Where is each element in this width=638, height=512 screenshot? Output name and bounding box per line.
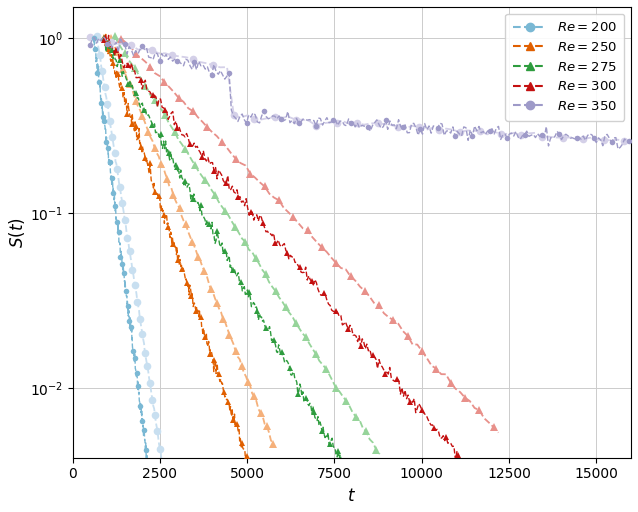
Y-axis label: $S(t)$: $S(t)$ [7, 217, 27, 248]
X-axis label: $t$: $t$ [347, 487, 357, 505]
Legend: $\mathit{Re} = 200$, $\mathit{Re} = 250$, $\mathit{Re} = 275$, $\mathit{Re} = 30: $\mathit{Re} = 200$, $\mathit{Re} = 250$… [505, 13, 625, 121]
